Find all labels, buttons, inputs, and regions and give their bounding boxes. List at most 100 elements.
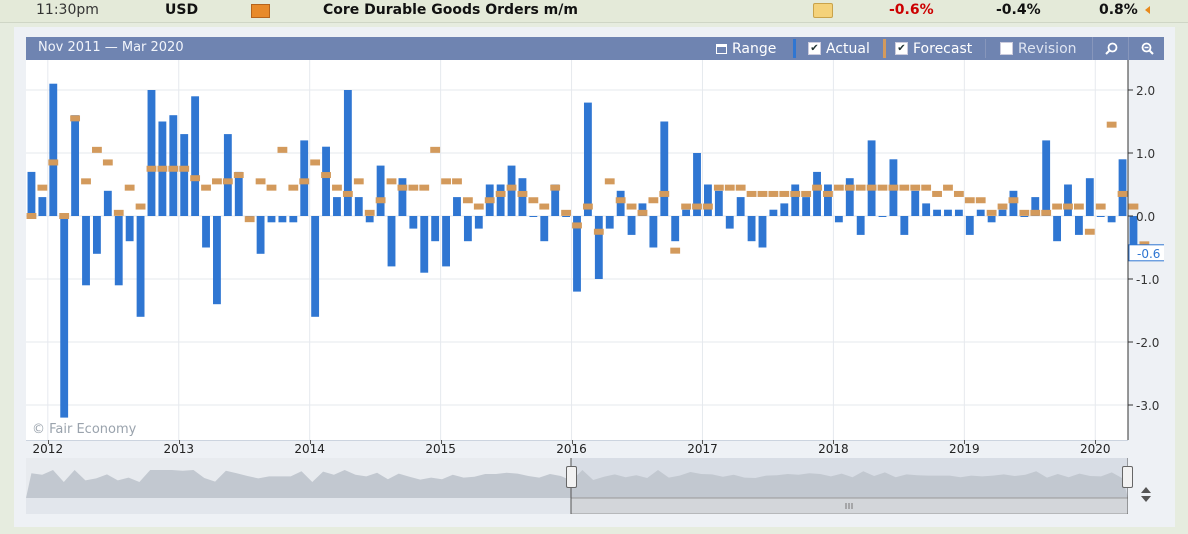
forecast-marker[interactable] — [26, 213, 37, 219]
forecast-marker[interactable] — [408, 184, 419, 191]
forecast-marker[interactable] — [484, 197, 495, 204]
actual-bar[interactable] — [333, 197, 341, 216]
forecast-marker[interactable] — [561, 209, 571, 216]
actual-bar[interactable] — [824, 184, 832, 217]
actual-bar[interactable] — [38, 197, 47, 216]
forecast-marker[interactable] — [670, 247, 681, 254]
forecast-marker[interactable] — [975, 197, 986, 204]
actual-bar[interactable] — [180, 134, 189, 216]
actual-bar[interactable] — [791, 184, 800, 217]
chart-area[interactable]: 2.0 1.0 0.0 -1.0 -2.0 -3.0 -0.6 © Fair Economy — [26, 60, 1164, 440]
forecast-marker[interactable] — [877, 184, 888, 191]
actual-bar[interactable] — [573, 216, 581, 292]
actual-bar[interactable] — [649, 216, 658, 248]
actual-bar[interactable] — [343, 90, 352, 216]
actual-bar[interactable] — [507, 165, 516, 216]
forecast-marker[interactable] — [953, 190, 964, 197]
forecast-marker[interactable] — [1008, 197, 1019, 204]
forecast-marker[interactable] — [255, 178, 266, 185]
actual-checkbox[interactable]: ✔ — [808, 42, 821, 55]
actual-bar[interactable] — [387, 216, 396, 267]
forecast-marker[interactable] — [593, 228, 604, 235]
actual-bar[interactable] — [213, 216, 221, 305]
actual-bar[interactable] — [954, 209, 963, 216]
forecast-marker[interactable] — [844, 184, 855, 191]
forecast-marker[interactable] — [790, 190, 801, 197]
forecast-marker[interactable] — [146, 165, 157, 172]
forecast-marker[interactable] — [648, 197, 659, 204]
revision-checkbox[interactable]: ✔ — [1000, 42, 1013, 55]
forecast-marker[interactable] — [342, 190, 353, 197]
actual-bar[interactable] — [1064, 184, 1072, 217]
forecast-marker[interactable] — [1106, 121, 1117, 128]
actual-bar[interactable] — [583, 102, 592, 216]
actual-bar[interactable] — [638, 203, 647, 216]
actual-bar[interactable] — [278, 216, 287, 223]
zoom-out-button[interactable] — [1128, 37, 1165, 60]
actual-bar[interactable] — [300, 140, 309, 216]
forecast-marker[interactable] — [943, 184, 953, 191]
forecast-marker[interactable] — [375, 197, 386, 204]
actual-bar[interactable] — [944, 209, 952, 216]
actual-bar[interactable] — [431, 216, 440, 242]
actual-bar[interactable] — [834, 216, 843, 223]
actual-bar[interactable] — [616, 190, 625, 216]
actual-bar[interactable] — [398, 178, 407, 216]
event-row[interactable]: 11:30pm USD Core Durable Goods Orders m/… — [0, 0, 1188, 23]
forecast-marker[interactable] — [81, 178, 91, 185]
forecast-marker[interactable] — [397, 184, 408, 191]
forecast-marker[interactable] — [506, 184, 517, 191]
zoom-in-button[interactable] — [1092, 37, 1129, 60]
actual-bar[interactable] — [1096, 216, 1105, 217]
actual-bar[interactable] — [736, 197, 745, 216]
actual-bar[interactable] — [202, 216, 210, 248]
forecast-marker[interactable] — [419, 184, 430, 191]
actual-bar[interactable] — [442, 216, 450, 267]
forecast-marker[interactable] — [92, 146, 102, 153]
forecast-marker[interactable] — [1030, 209, 1041, 216]
forecast-marker[interactable] — [212, 178, 222, 185]
range-button[interactable]: Range — [716, 37, 776, 60]
forecast-marker[interactable] — [997, 203, 1008, 210]
actual-bar[interactable] — [1053, 216, 1062, 242]
actual-bar[interactable] — [453, 197, 461, 216]
actual-bar[interactable] — [627, 216, 636, 235]
forecast-marker[interactable] — [1063, 203, 1073, 210]
forecast-marker[interactable] — [615, 197, 626, 204]
forecast-marker[interactable] — [168, 165, 179, 172]
revision-toggle[interactable]: ✔ Revision — [1000, 37, 1077, 60]
actual-bar[interactable] — [376, 165, 385, 216]
forecast-marker[interactable] — [1041, 209, 1052, 216]
forecast-marker[interactable] — [692, 203, 702, 210]
actual-bar[interactable] — [540, 216, 549, 242]
actual-bar[interactable] — [998, 209, 1007, 216]
actual-bar[interactable] — [463, 216, 472, 242]
actual-bar[interactable] — [1074, 216, 1083, 235]
forecast-marker[interactable] — [583, 203, 593, 210]
actual-bar[interactable] — [900, 216, 909, 235]
actual-bar[interactable] — [169, 115, 178, 216]
forecast-marker[interactable] — [321, 172, 331, 179]
forecast-marker[interactable] — [473, 203, 484, 210]
actual-bar[interactable] — [420, 216, 429, 273]
actual-bar[interactable] — [1129, 216, 1138, 254]
forecast-marker[interactable] — [713, 184, 724, 191]
actual-bar[interactable] — [267, 216, 276, 223]
forecast-toggle[interactable]: ✔ Forecast — [895, 37, 972, 60]
actual-bar[interactable] — [704, 184, 712, 217]
actual-bar[interactable] — [82, 216, 90, 286]
forecast-marker[interactable] — [1117, 190, 1128, 197]
actual-bar[interactable] — [976, 209, 985, 216]
actual-bar[interactable] — [725, 216, 734, 229]
forecast-marker[interactable] — [801, 190, 812, 197]
forecast-marker[interactable] — [495, 190, 506, 197]
actual-bar[interactable] — [49, 83, 58, 216]
actual-bar[interactable] — [660, 121, 669, 217]
forecast-marker[interactable] — [135, 203, 146, 210]
actual-bar[interactable] — [1009, 190, 1018, 216]
forecast-marker[interactable] — [1084, 228, 1095, 235]
actual-bar[interactable] — [551, 184, 560, 217]
actual-bar[interactable] — [845, 178, 854, 216]
forecast-marker[interactable] — [364, 209, 375, 216]
forecast-marker[interactable] — [986, 209, 997, 216]
